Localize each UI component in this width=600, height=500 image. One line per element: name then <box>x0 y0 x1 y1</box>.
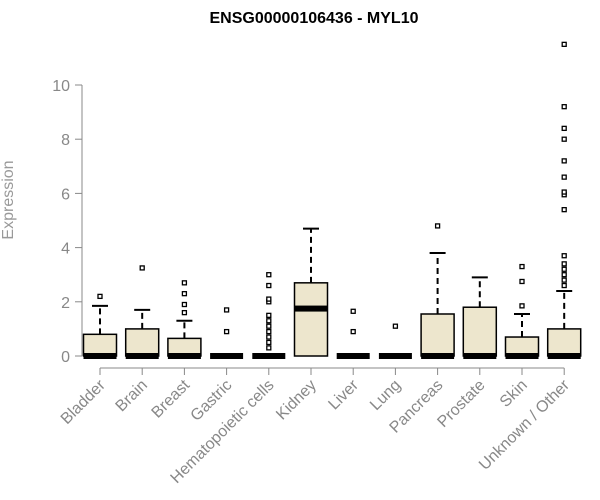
outlier-point <box>519 278 525 285</box>
y-axis-label: Expression <box>0 160 17 239</box>
x-tick-label: Lung <box>367 377 404 414</box>
outlier-point <box>561 266 567 272</box>
box-breast <box>167 319 202 359</box>
outlier-point <box>434 223 441 229</box>
x-tick-label: Bladder <box>58 376 109 427</box>
outlier-point <box>266 312 272 319</box>
y-tick-label: 8 <box>61 132 70 149</box>
outlier-point <box>350 328 356 335</box>
x-tick-label: Prostate <box>434 377 488 431</box>
x-tick-label: Skin <box>497 377 531 411</box>
outlier-point <box>561 41 567 47</box>
box-pancreas <box>420 252 455 359</box>
outlier-point <box>181 280 188 286</box>
outlier-point <box>519 303 525 309</box>
outlier-point <box>561 125 567 132</box>
outlier-point <box>561 272 567 278</box>
box-prostate <box>462 276 498 359</box>
box-body <box>82 333 118 357</box>
outlier-point <box>266 272 272 278</box>
y-tick-label: 2 <box>61 295 70 312</box>
y-tick-label: 4 <box>61 241 70 258</box>
x-tick-label: Breast <box>149 376 194 421</box>
box-hematopoietic-cells <box>252 353 286 359</box>
median-line <box>252 353 286 359</box>
outlier-point <box>561 253 567 259</box>
median-line <box>463 353 497 359</box>
outlier-point <box>561 207 567 213</box>
outlier-point <box>561 261 567 267</box>
median-line <box>83 353 117 359</box>
outlier-point <box>266 328 272 335</box>
box-unknown-other <box>546 289 582 359</box>
outlier-point <box>181 301 188 308</box>
box-body <box>420 313 455 357</box>
median-line <box>210 353 244 359</box>
outlier-point <box>97 293 103 300</box>
outlier-point <box>350 308 356 314</box>
chart-title: ENSG00000106436 - MYL10 <box>209 10 418 27</box>
outlier-point <box>519 263 525 270</box>
outlier-point <box>561 104 567 110</box>
box-liver <box>336 353 370 359</box>
median-line <box>505 353 539 359</box>
box-brain <box>124 308 160 359</box>
y-tick-label: 6 <box>61 186 70 203</box>
outlier-point <box>266 345 272 351</box>
outlier-point <box>392 323 399 329</box>
box-skin <box>504 312 540 359</box>
outlier-point <box>266 339 272 346</box>
y-tick-label: 10 <box>52 78 70 95</box>
x-tick-label: Brain <box>113 377 151 415</box>
outlier-point <box>181 309 188 316</box>
box-body <box>546 328 582 357</box>
outlier-point <box>561 277 567 283</box>
x-tick-label: Kidney <box>273 377 320 424</box>
box-series <box>82 227 582 359</box>
outlier-point <box>223 307 230 313</box>
outlier-point <box>266 318 272 324</box>
box-lung <box>378 353 412 359</box>
outlier-point <box>223 328 230 335</box>
box-bladder <box>82 304 118 359</box>
x-tick-label: Liver <box>325 376 362 413</box>
median-line <box>421 353 455 359</box>
median-line <box>167 353 201 359</box>
outlier-point <box>266 334 272 340</box>
median-line <box>378 353 412 359</box>
median-line <box>294 305 328 312</box>
outlier-point <box>561 136 567 142</box>
median-line <box>547 353 581 359</box>
outlier-point <box>266 296 272 302</box>
box-body <box>462 306 498 357</box>
box-kidney <box>293 227 329 357</box>
outlier-point <box>561 174 567 180</box>
outlier-series <box>97 41 567 351</box>
outlier-point <box>266 282 272 289</box>
box-body <box>293 282 329 357</box>
outlier-point <box>561 282 567 289</box>
outlier-point <box>139 265 145 271</box>
box-gastric <box>210 353 244 359</box>
box-body <box>124 328 160 357</box>
median-line <box>336 353 370 359</box>
median-line <box>125 353 159 359</box>
outlier-point <box>266 323 272 329</box>
outlier-point <box>561 189 567 195</box>
y-tick-label: 0 <box>61 349 70 366</box>
outlier-point <box>181 291 188 297</box>
outlier-point <box>561 158 567 164</box>
